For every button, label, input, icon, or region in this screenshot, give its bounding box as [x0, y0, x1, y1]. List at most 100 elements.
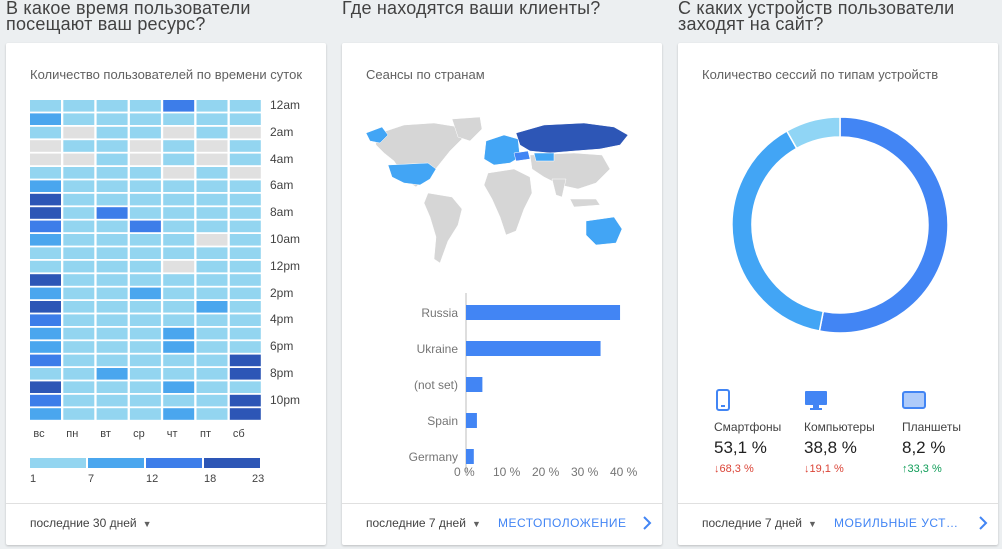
map-europe: [483, 134, 521, 166]
hour-label: 12am: [270, 98, 301, 112]
heatmap-cell: [229, 126, 261, 139]
heatmap-cell: [63, 207, 95, 219]
device-name: Планшеты: [902, 420, 961, 434]
hour-label: 4pm: [270, 312, 294, 327]
map-russia: [515, 122, 629, 154]
heatmap-cell: [63, 153, 95, 166]
heatmap-cell: [63, 167, 95, 179]
donut-slice: [785, 116, 841, 150]
heatmap-cell: [63, 260, 95, 273]
hour-label: 6pm: [270, 339, 294, 354]
legend-value: 12: [146, 473, 159, 485]
card-title: Количество пользователей по времени суто…: [30, 67, 303, 82]
period-selector[interactable]: последние 7 дней ▼: [366, 516, 481, 530]
heatmap-cell: [196, 113, 228, 125]
heatmap-cell: [229, 113, 261, 125]
heatmap-cell: [163, 126, 195, 139]
heatmap-cell: [196, 301, 228, 313]
heatmap-cell: [163, 327, 195, 340]
card-title: Количество сессий по типам устройств: [702, 67, 939, 82]
heatmap-cell: [163, 287, 195, 300]
desktop-icon: [805, 391, 827, 410]
day-label: вт: [100, 428, 111, 440]
location-report-link[interactable]: МЕСТОПОЛОЖЕНИЕ: [498, 516, 627, 530]
heatmap-cell: [30, 193, 61, 206]
heatmap-cell: [30, 126, 61, 139]
heatmap-cell: [96, 341, 128, 353]
heatmap-cell: [30, 314, 61, 326]
device-stat-smartphones: Смартфоны 53,1 % ↓68,3 %: [714, 389, 804, 475]
period-selector[interactable]: последние 30 дней ▼: [30, 516, 152, 530]
heatmap-cell: [229, 100, 261, 112]
heatmap-cell: [229, 193, 261, 206]
heatmap-cell: [196, 220, 228, 233]
heatmap-cell: [63, 327, 95, 340]
map-ukraine: [513, 150, 531, 162]
heatmap-cell: [163, 180, 195, 192]
map-usa: [387, 162, 437, 186]
heatmap-cell: [30, 220, 61, 233]
heatmap-cell: [63, 126, 95, 139]
heatmap-cell: [30, 354, 61, 367]
mobile-report-link[interactable]: МОБИЛЬНЫЕ УСТРОЙСТВА: [834, 516, 966, 530]
heatmap-cell: [163, 207, 195, 219]
time-card: Количество пользователей по времени суто…: [6, 43, 326, 545]
legend-segment: [30, 458, 86, 468]
heatmap-cell: [229, 341, 261, 353]
heatmap-cell: [129, 408, 161, 420]
heatmap-cell: [129, 167, 161, 179]
heatmap-cell: [96, 153, 128, 166]
heatmap-cell: [163, 113, 195, 125]
map-india: [551, 178, 567, 198]
heatmap-cell: [30, 381, 61, 393]
country-bar-chart: [465, 293, 621, 475]
heatmap-cell: [63, 301, 95, 313]
heatmap-cell: [196, 314, 228, 326]
period-selector[interactable]: последние 7 дней ▼: [702, 516, 817, 530]
heatmap-cell: [229, 260, 261, 273]
heatmap-cell: [96, 381, 128, 393]
heatmap-cell: [63, 341, 95, 353]
heatmap-cell: [129, 368, 161, 380]
section-title-time: В какое время пользователи посещают ваш …: [6, 0, 251, 34]
dropdown-caret-icon: ▼: [807, 519, 817, 529]
heatmap-cell: [63, 193, 95, 206]
bar: [466, 377, 483, 392]
section-title-geo: Где находятся ваши клиенты?: [342, 0, 601, 18]
map-indonesia: [569, 198, 601, 208]
heatmap-cell: [96, 260, 128, 273]
bar-category-label: (not set): [413, 378, 458, 392]
device-value: 8,2 %: [902, 438, 946, 457]
heatmap-cell: [163, 408, 195, 420]
heatmap-cell: [163, 167, 195, 179]
hour-label: 6am: [270, 178, 294, 193]
heatmap-cell: [163, 260, 195, 273]
chevron-right-icon[interactable]: [976, 514, 990, 532]
heatmap-cell: [163, 234, 195, 246]
device-change: ↓68,3 %: [714, 463, 754, 475]
hour-label: 8am: [270, 205, 294, 220]
heatmap-cell: [129, 341, 161, 353]
period-label: последние 7 дней: [702, 516, 802, 530]
heatmap-cell: [196, 260, 228, 273]
heatmap-cell: [129, 260, 161, 273]
legend-segment: [88, 458, 144, 468]
heatmap-cell: [96, 207, 128, 219]
heatmap-cell: [96, 167, 128, 179]
heatmap-cell: [63, 234, 95, 246]
chevron-right-icon[interactable]: [640, 514, 654, 532]
hour-label: 10am: [270, 232, 301, 246]
heatmap-cell: [63, 180, 95, 192]
heatmap-cell: [129, 140, 161, 152]
heatmap-cell: [129, 100, 161, 112]
device-value: 53,1 %: [714, 438, 767, 457]
heatmap-chart: [30, 100, 261, 420]
heatmap-cell: [129, 247, 161, 259]
heatmap-cell: [63, 314, 95, 326]
map-south-america: [423, 192, 463, 264]
heatmap-cell: [30, 301, 61, 313]
card-footer: последние 7 дней ▼ МЕСТОПОЛОЖЕНИЕ: [342, 503, 662, 545]
hour-label: 8pm: [270, 366, 294, 380]
device-stat-computers: Компьютеры 38,8 % ↓19,1 %: [804, 389, 894, 475]
dropdown-caret-icon: ▼: [471, 519, 481, 529]
